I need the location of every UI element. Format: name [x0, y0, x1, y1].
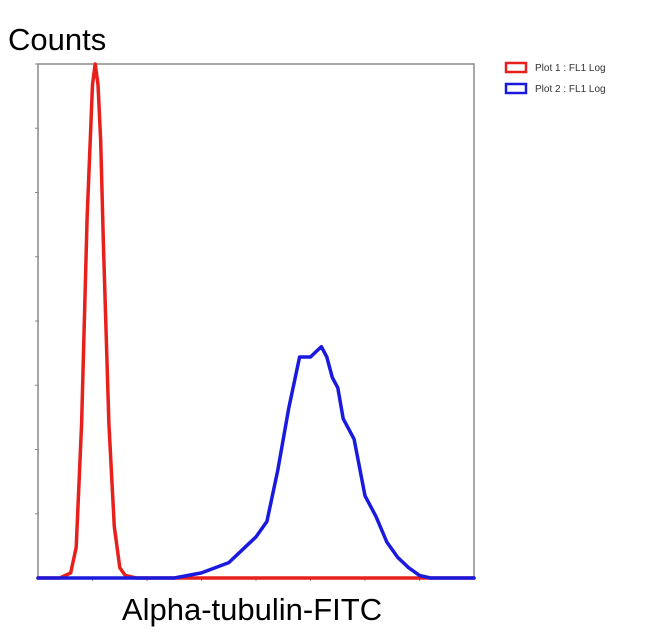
legend-swatch-plot-2	[504, 82, 528, 95]
y-axis-ticks	[35, 63, 39, 515]
legend-label-plot-2: Plot 2 : FL1 Log	[535, 84, 606, 95]
plot-frame	[37, 63, 475, 579]
legend-swatch-plot-1	[504, 61, 528, 74]
series-line-plot-2	[36, 344, 476, 580]
legend: Plot 1 : FL1 Log Plot 2 : FL1 Log	[504, 61, 606, 95]
x-axis-label: Alpha-tubulin-FITC	[122, 592, 382, 627]
legend-label-plot-1: Plot 1 : FL1 Log	[535, 63, 606, 74]
series-layer	[36, 62, 476, 580]
y-axis-label: Counts	[8, 22, 106, 57]
series-line-plot-1	[36, 62, 476, 580]
